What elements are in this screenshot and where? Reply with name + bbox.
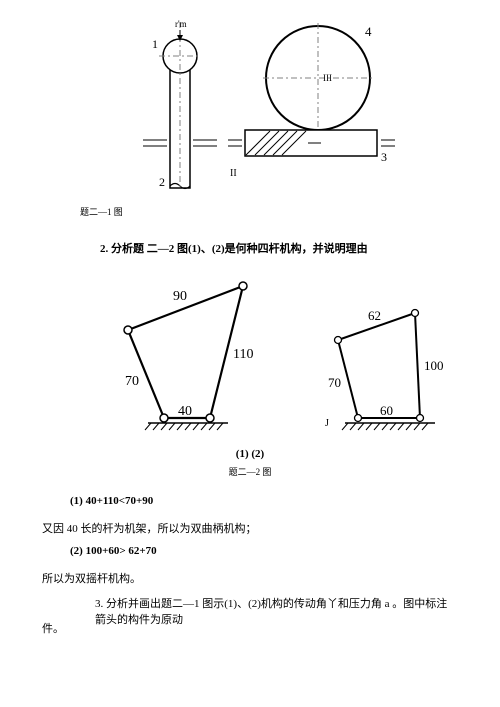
- joint-bl-l: [160, 414, 168, 422]
- answer-2-ineq: (2) 100+60> 62+70: [70, 545, 157, 557]
- figure-left-svg: 90 110 70 40: [93, 270, 283, 435]
- figure-top: III 4 3: [115, 18, 395, 193]
- lbl-left-r: 70: [328, 375, 341, 390]
- lbl-j-r: J: [325, 418, 329, 429]
- label-2: 2: [159, 175, 165, 189]
- question-2: 2. 分析题 二—2 图(1)、(2)是何种四杆机构，并说明理由: [100, 240, 368, 256]
- bar-left-r: [338, 340, 358, 418]
- lbl-bottom-l: 40: [178, 404, 192, 419]
- figure-left: 90 110 70 40: [93, 270, 283, 435]
- label-ii: II: [230, 168, 237, 179]
- joint-tr-l: [239, 282, 247, 290]
- lbl-right-l: 110: [233, 347, 253, 362]
- joint-br-r: [417, 415, 424, 422]
- guide-left: [228, 140, 242, 146]
- answer-1-ineq: (1) 40+110<70+90: [70, 495, 153, 507]
- answer-2-text: 所以为双摇杆机构。: [42, 570, 141, 586]
- lbl-right-r: 100: [424, 358, 444, 373]
- caption-fig1: 题二—1 图: [80, 205, 123, 218]
- page: III 4 3: [0, 0, 500, 707]
- ground-hatch-l: [145, 423, 223, 430]
- figure-right: 62 100 70 60 J: [320, 300, 470, 440]
- question-3b: 件。: [42, 620, 64, 636]
- joint-tl-l: [124, 326, 132, 334]
- lbl-top-l: 90: [173, 289, 187, 304]
- guide-right: [381, 140, 395, 146]
- label-iii: III: [323, 73, 332, 83]
- label-rw: r'm: [175, 19, 187, 29]
- label-3: 3: [381, 150, 387, 164]
- caption-fig2b: 题二—2 图: [0, 465, 500, 478]
- bar-right-r: [415, 313, 420, 418]
- link-guide-right: [193, 140, 217, 146]
- lbl-left-l: 70: [125, 374, 139, 389]
- joint-bl-r: [355, 415, 362, 422]
- joint-tr-r: [412, 310, 419, 317]
- lbl-top-r: 62: [368, 308, 381, 323]
- figure-right-svg: 62 100 70 60 J: [320, 300, 470, 440]
- lbl-bottom-r: 60: [380, 403, 393, 418]
- joint-tl-r: [335, 337, 342, 344]
- figure-top-svg: III 4 3: [115, 18, 395, 193]
- link-guide-left: [143, 140, 167, 146]
- ground-hatch-r: [342, 423, 428, 430]
- label-4: 4: [365, 24, 372, 39]
- answer-1-text: 又因 40 长的杆为机架，所以为双曲柄机构；: [42, 520, 257, 536]
- question-3a: 3. 分析并画出题二—1 图示(1)、(2)机构的传动角丫和压力角 a 。图中标…: [95, 595, 458, 627]
- caption-12: (1) (2): [0, 448, 500, 460]
- label-1: 1: [152, 37, 158, 51]
- joint-br-l: [206, 414, 214, 422]
